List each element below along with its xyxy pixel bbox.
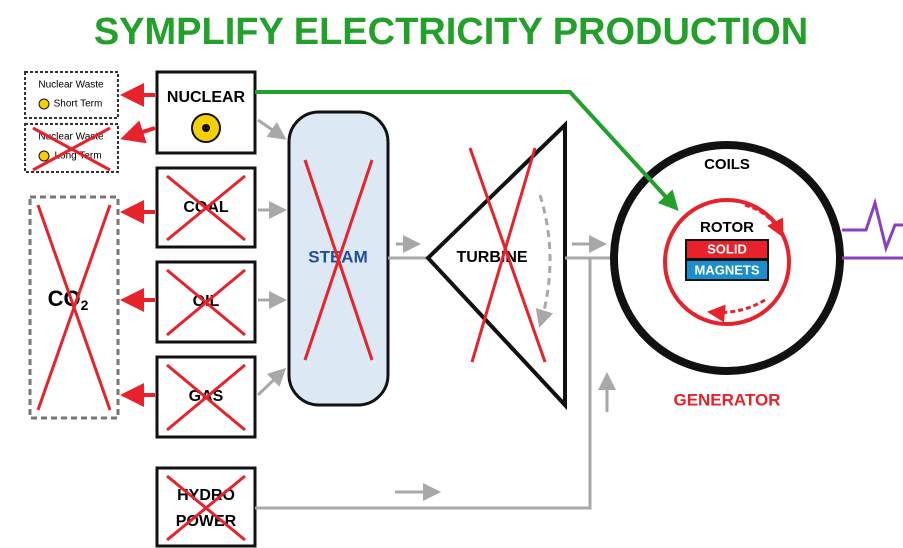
radiation-icon xyxy=(202,124,210,132)
waste-term: Long Term xyxy=(54,151,101,162)
waste-title: Nuclear Waste xyxy=(38,80,104,91)
radiation-icon xyxy=(38,98,50,110)
waste-title: Nuclear Waste xyxy=(38,132,104,143)
rotation-arrow xyxy=(744,203,784,238)
cross xyxy=(166,474,246,542)
rotor xyxy=(663,198,791,326)
waste-term: Short Term xyxy=(54,99,103,110)
coils-label: COILS xyxy=(704,156,750,173)
turbine-label: TURBINE xyxy=(456,249,527,266)
cross xyxy=(166,268,246,337)
cross xyxy=(166,174,246,242)
cross xyxy=(166,363,246,432)
output-wave xyxy=(842,197,903,253)
generator-label: GENERATOR xyxy=(673,390,780,409)
pipe xyxy=(255,258,592,510)
magnets-label: MAGNETS xyxy=(695,262,760,277)
cross xyxy=(32,126,111,172)
rotation-arrow xyxy=(535,194,554,328)
source-label: NUCLEAR xyxy=(167,89,246,106)
cross xyxy=(470,147,537,363)
arrow xyxy=(256,367,287,397)
cross xyxy=(468,147,547,363)
arrow xyxy=(120,120,156,144)
rotation-arrow xyxy=(707,298,766,323)
magnets-block xyxy=(685,259,769,281)
waste-box xyxy=(24,71,119,119)
rotor-label: ROTOR xyxy=(700,219,754,236)
cross xyxy=(303,159,374,361)
source-label: HYDRO xyxy=(177,487,235,504)
turbine xyxy=(425,120,567,411)
radiation-icon xyxy=(38,150,50,162)
cross xyxy=(36,204,112,411)
arrow xyxy=(257,118,287,140)
green-arrow xyxy=(255,90,679,211)
title: SYMPLIFY ELECTRICITY PRODUCTION xyxy=(94,11,808,53)
source-label: POWER xyxy=(176,513,237,530)
solid-label: SOLID xyxy=(707,241,747,256)
